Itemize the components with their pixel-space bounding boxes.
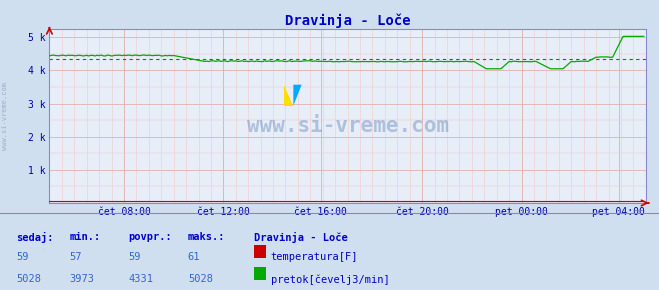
Polygon shape (284, 85, 293, 106)
Text: 61: 61 (188, 252, 200, 262)
Text: 4331: 4331 (129, 274, 154, 284)
Text: povpr.:: povpr.: (129, 232, 172, 242)
Text: 5028: 5028 (188, 274, 213, 284)
Text: 5028: 5028 (16, 274, 42, 284)
Text: pretok[čevelj3/min]: pretok[čevelj3/min] (271, 274, 389, 284)
Text: 59: 59 (129, 252, 141, 262)
Text: sedaj:: sedaj: (16, 232, 54, 243)
Text: 57: 57 (69, 252, 82, 262)
Title: Dravinja - Loče: Dravinja - Loče (285, 13, 411, 28)
Text: min.:: min.: (69, 232, 100, 242)
Text: maks.:: maks.: (188, 232, 225, 242)
Text: 59: 59 (16, 252, 29, 262)
Polygon shape (293, 85, 302, 106)
Text: 3973: 3973 (69, 274, 94, 284)
Text: Dravinja - Loče: Dravinja - Loče (254, 232, 347, 243)
Text: www.si-vreme.com: www.si-vreme.com (246, 117, 449, 136)
Text: temperatura[F]: temperatura[F] (271, 252, 358, 262)
Text: www.si-vreme.com: www.si-vreme.com (2, 82, 9, 150)
